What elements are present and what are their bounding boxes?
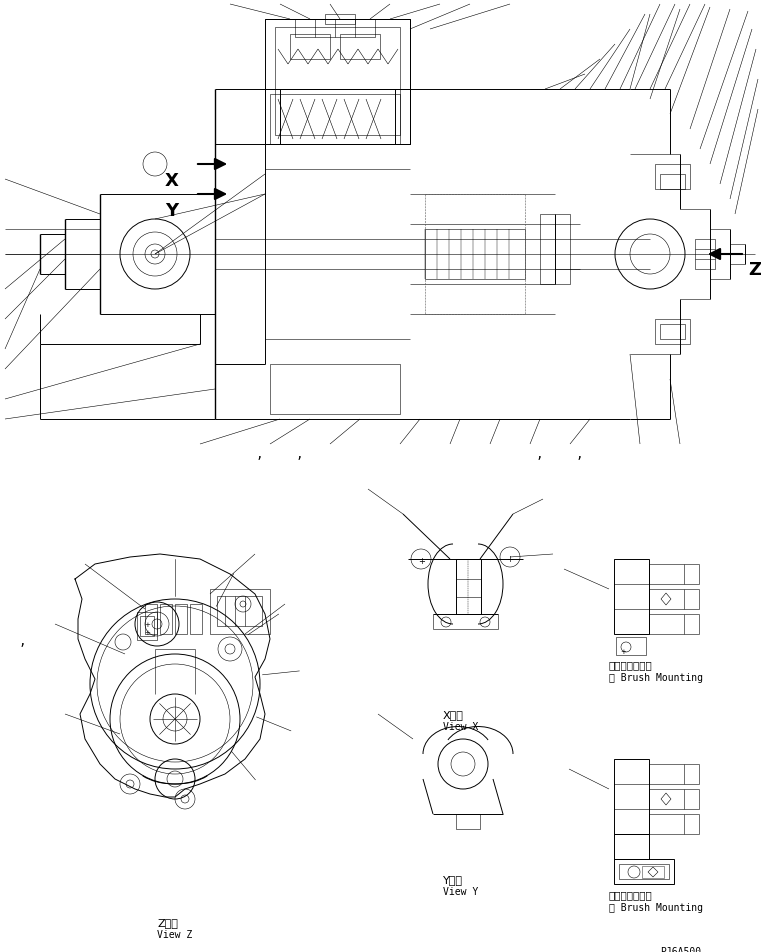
Bar [325, 15, 355, 25]
Bar [160, 605, 172, 634]
Text: ,: , [535, 447, 543, 461]
Text: ⓓブラシ取付法: ⓓブラシ取付法 [609, 889, 653, 899]
Text: View Y: View Y [443, 886, 478, 896]
Bar [614, 834, 649, 859]
Bar [655, 320, 690, 345]
Bar [175, 605, 187, 634]
Bar [649, 814, 684, 834]
Bar [649, 789, 684, 809]
Bar [270, 365, 400, 414]
Text: ,: , [18, 634, 26, 647]
Text: X　視: X 視 [443, 709, 464, 720]
Bar [140, 616, 154, 636]
Text: ⓓ Brush Mounting: ⓓ Brush Mounting [609, 902, 703, 912]
Bar [614, 759, 649, 834]
Text: Y　視: Y 視 [443, 874, 463, 884]
Text: X: X [165, 171, 179, 189]
Text: View Z: View Z [157, 929, 193, 939]
Bar [137, 612, 157, 641]
Text: +: + [144, 622, 150, 627]
Text: ,: , [575, 447, 582, 461]
Bar [655, 165, 690, 189]
Text: ⓒブラシ取付法: ⓒブラシ取付法 [609, 660, 653, 669]
Text: +: + [144, 629, 150, 635]
Text: View X: View X [443, 722, 478, 731]
Bar [649, 614, 684, 634]
Bar [456, 814, 480, 829]
Bar [649, 764, 684, 784]
Bar [270, 95, 400, 145]
Bar [217, 596, 262, 626]
Text: ⓒ Brush Mounting: ⓒ Brush Mounting [609, 672, 703, 683]
Bar [614, 560, 649, 634]
Text: ,: , [295, 447, 303, 461]
Text: Z　視: Z 視 [157, 917, 178, 927]
Bar [275, 28, 400, 136]
Bar [190, 605, 202, 634]
Text: +: + [506, 554, 513, 564]
Bar [616, 637, 646, 655]
Text: +: + [620, 648, 626, 654]
Bar [425, 229, 525, 280]
Bar [695, 240, 715, 269]
Bar [619, 864, 669, 879]
Bar [290, 35, 330, 60]
Text: Z: Z [748, 261, 761, 279]
Bar [649, 565, 684, 585]
Bar [660, 175, 685, 189]
Bar [614, 859, 674, 884]
Text: +: + [418, 556, 425, 565]
Bar [340, 35, 380, 60]
Bar [145, 605, 157, 634]
Bar [649, 589, 684, 609]
Bar [660, 325, 685, 340]
Bar [295, 20, 375, 38]
Bar [210, 589, 270, 634]
Bar [265, 20, 410, 145]
Text: ,: , [255, 447, 263, 461]
Bar [642, 866, 664, 878]
Text: Y: Y [165, 202, 178, 220]
Text: PJ6A500: PJ6A500 [660, 946, 701, 952]
Bar [456, 560, 481, 614]
Bar [540, 215, 570, 285]
